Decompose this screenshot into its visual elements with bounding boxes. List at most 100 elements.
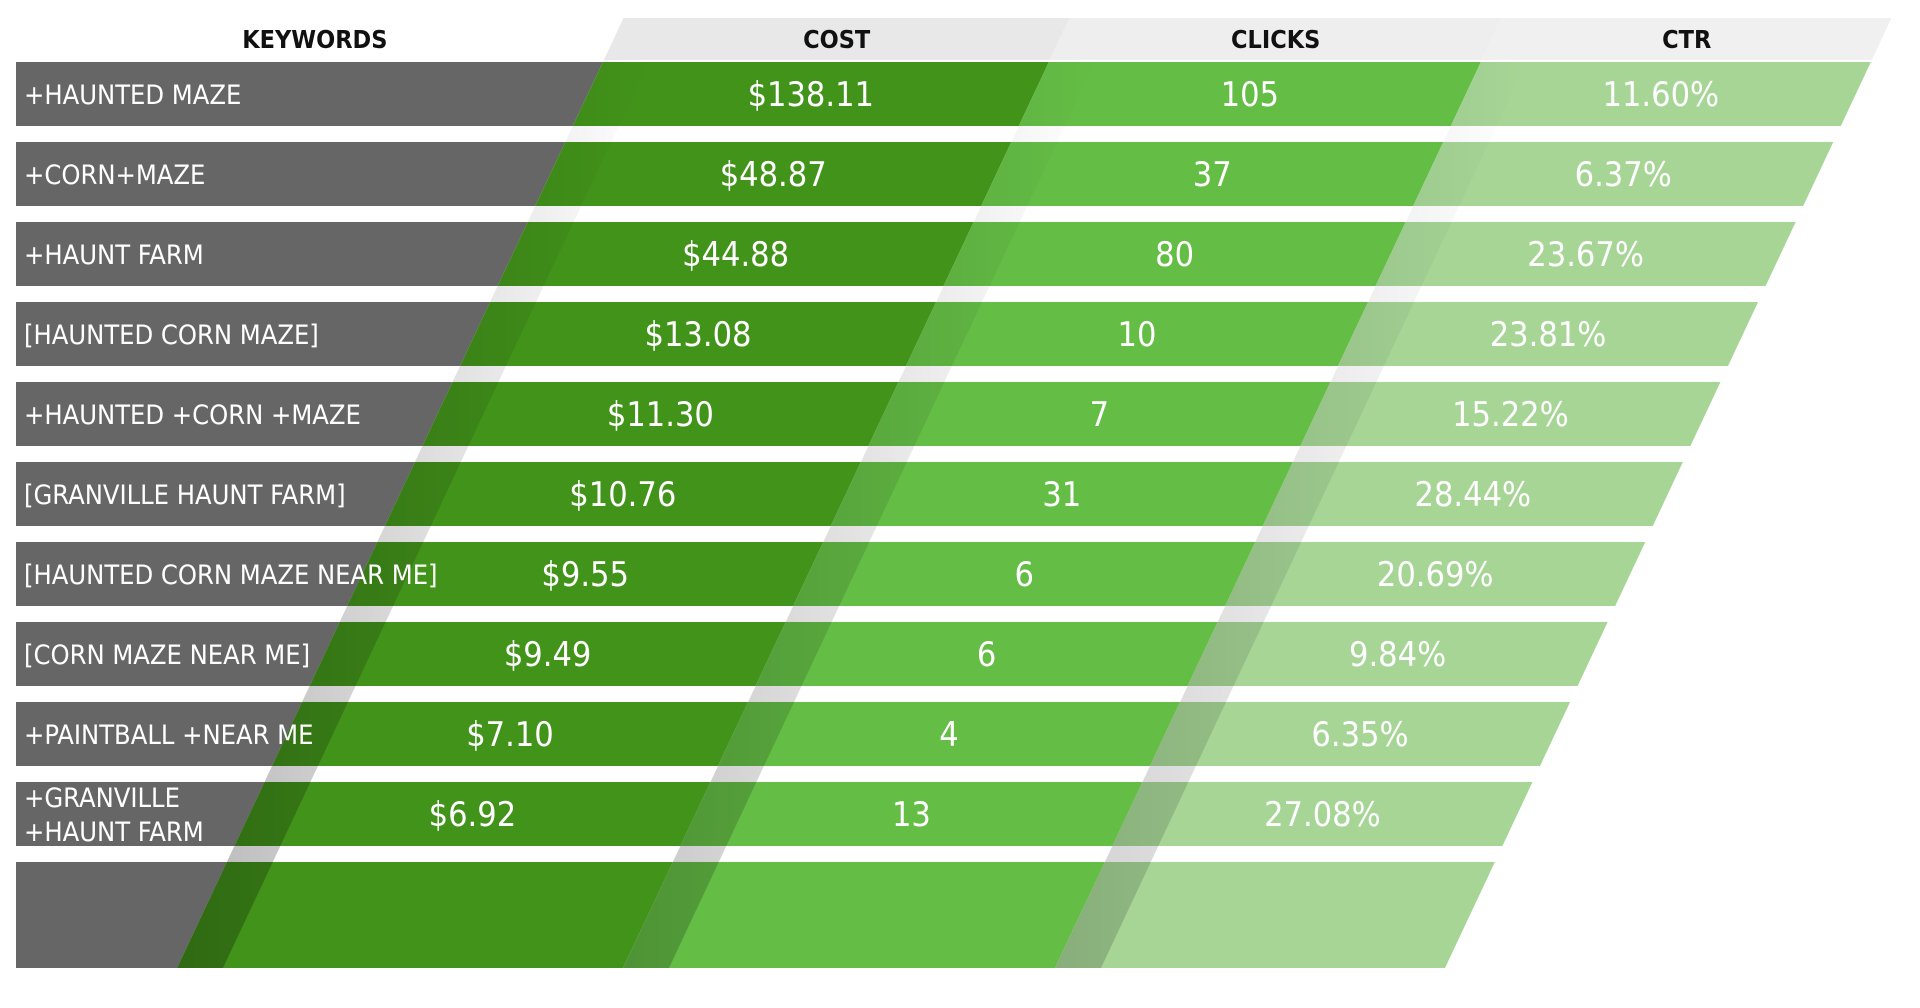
cost-value: $6.92	[429, 795, 517, 835]
table-cell-clicks	[623, 862, 1105, 968]
table-cell-cost	[572, 62, 1049, 126]
table-cell-ctr	[1187, 622, 1608, 686]
column-header-ctr: CTR	[1662, 25, 1711, 54]
ctr-value: 27.08%	[1264, 795, 1381, 835]
table-text: KEYWORDS COST CLICKS CTR +HAUNTED MAZE $138.1…	[24, 25, 1719, 848]
clicks-value: 80	[1155, 235, 1194, 275]
table-cell-cost	[177, 862, 673, 968]
ctr-value: 23.81%	[1490, 315, 1607, 355]
keyword-label: +HAUNTED +CORN +MAZE	[24, 400, 361, 431]
table-cell-clicks	[830, 462, 1293, 526]
clicks-value: 105	[1221, 75, 1279, 115]
table-cell-keyword	[16, 462, 415, 526]
table-cell-ctr	[1413, 142, 1834, 206]
table-cell-keyword	[16, 542, 378, 606]
cost-value: $11.30	[607, 395, 714, 435]
table-cell-clicks	[755, 622, 1218, 686]
column-header-keyword: KEYWORDS	[242, 25, 387, 54]
table-cell-keyword	[16, 142, 566, 206]
cost-value: $10.76	[569, 475, 676, 515]
table-cell-keyword	[16, 62, 603, 126]
table-body	[16, 62, 1871, 968]
table-cell-cost	[384, 462, 861, 526]
table-cell-ctr	[1338, 302, 1759, 366]
clicks-value: 13	[892, 795, 931, 835]
cost-value: $13.08	[645, 315, 752, 355]
column-shadow	[177, 62, 649, 968]
cost-value: $138.11	[748, 75, 874, 115]
ctr-value: 9.84%	[1349, 635, 1446, 675]
table-cell-keyword	[16, 782, 265, 846]
column-shadows	[177, 62, 1527, 968]
ctr-value: 6.37%	[1575, 155, 1672, 195]
table-cell-clicks	[868, 382, 1331, 446]
table-cell-ctr	[1300, 382, 1721, 446]
table-cell-ctr	[1225, 542, 1646, 606]
table-cell-ctr	[1055, 862, 1495, 968]
keyword-label: +HAUNT FARM	[24, 817, 204, 848]
clicks-value: 10	[1118, 315, 1157, 355]
cost-value: $48.87	[720, 155, 827, 195]
clicks-value: 6	[1014, 555, 1033, 595]
keyword-label: +HAUNT FARM	[24, 240, 204, 271]
table-cell-keyword	[16, 622, 340, 686]
keyword-label: +HAUNTED MAZE	[24, 80, 241, 111]
table-cell-ctr	[1375, 222, 1796, 286]
table-cell-clicks	[793, 542, 1256, 606]
table-cell-keyword	[16, 302, 491, 366]
table-cell-clicks	[718, 702, 1181, 766]
keyword-label: +GRANVILLE	[24, 783, 180, 814]
keyword-label: +CORN+MAZE	[24, 160, 205, 191]
clicks-value: 7	[1090, 395, 1109, 435]
column-header-clicks: CLICKS	[1231, 25, 1320, 54]
table-cell-ctr	[1150, 702, 1571, 766]
keyword-label: [GRANVILLE HAUNT FARM]	[24, 480, 346, 511]
table-cell-cost	[497, 222, 974, 286]
header-cell-ctr	[1481, 18, 1892, 60]
table-cell-cost	[309, 622, 786, 686]
table-cell-cost	[234, 782, 711, 846]
table-cell-cost	[535, 142, 1012, 206]
column-shadow	[1055, 62, 1527, 968]
table-cell-cost	[460, 302, 937, 366]
ctr-value: 23.67%	[1527, 235, 1644, 275]
clicks-value: 4	[939, 715, 958, 755]
clicks-value: 31	[1042, 475, 1081, 515]
table-cell-clicks	[943, 222, 1406, 286]
table-cell-clicks	[680, 782, 1143, 846]
column-shadow	[623, 62, 1095, 968]
cost-value: $44.88	[682, 235, 789, 275]
table-cell-ctr	[1450, 62, 1871, 126]
table-cell-keyword	[16, 382, 453, 446]
ctr-value: 20.69%	[1377, 555, 1494, 595]
column-header-cost: COST	[803, 25, 871, 54]
cost-value: $9.55	[541, 555, 629, 595]
table-cell-keyword	[16, 702, 303, 766]
table-cell-keyword	[16, 222, 528, 286]
cost-value: $9.49	[504, 635, 592, 675]
table-cell-ctr	[1262, 462, 1683, 526]
ctr-value: 6.35%	[1311, 715, 1408, 755]
keyword-label: [HAUNTED CORN MAZE NEAR ME]	[24, 560, 438, 591]
table-cell-clicks	[981, 142, 1444, 206]
clicks-value: 6	[977, 635, 996, 675]
table-cell-cost	[422, 382, 899, 446]
table-cell-clicks	[906, 302, 1369, 366]
keyword-label: +PAINTBALL +NEAR ME	[24, 720, 313, 751]
header-cell-cost	[603, 18, 1070, 60]
cost-value: $7.10	[466, 715, 554, 755]
header-cell-clicks	[1049, 18, 1502, 60]
keyword-label: [CORN MAZE NEAR ME]	[24, 640, 310, 671]
keyword-label: [HAUNTED CORN MAZE]	[24, 320, 319, 351]
table-cell-keyword	[16, 862, 227, 968]
table-cell-ctr	[1112, 782, 1533, 846]
ctr-value: 15.22%	[1452, 395, 1569, 435]
header-cell-keyword	[16, 18, 624, 60]
table-cell-cost	[347, 542, 824, 606]
ctr-value: 11.60%	[1602, 75, 1719, 115]
ctr-value: 28.44%	[1414, 475, 1531, 515]
table-cell-cost	[272, 702, 749, 766]
header-row	[16, 18, 1892, 60]
clicks-value: 37	[1193, 155, 1232, 195]
